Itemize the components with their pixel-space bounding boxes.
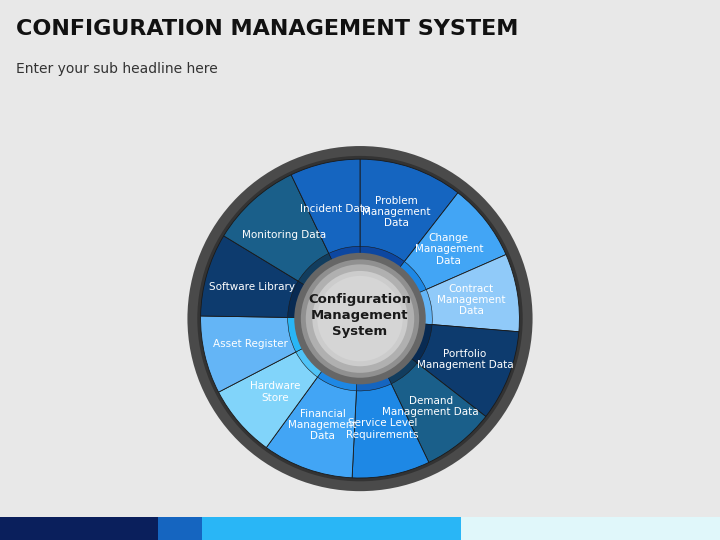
Text: Asset Register: Asset Register	[213, 340, 288, 349]
Wedge shape	[201, 316, 302, 392]
Text: Enter your sub headline here: Enter your sub headline here	[16, 62, 217, 76]
Wedge shape	[412, 324, 519, 416]
Wedge shape	[296, 345, 327, 377]
Text: CONFIGURATION MANAGEMENT SYSTEM: CONFIGURATION MANAGEMENT SYSTEM	[16, 19, 518, 39]
Circle shape	[306, 265, 414, 373]
Wedge shape	[360, 246, 405, 274]
Text: Problem
Management
Data: Problem Management Data	[362, 196, 431, 228]
Text: Software Library: Software Library	[209, 282, 295, 292]
Wedge shape	[360, 159, 458, 267]
Text: Service Level
Requirements: Service Level Requirements	[346, 418, 418, 440]
Wedge shape	[201, 236, 304, 318]
Text: Financial
Management
Data: Financial Management Data	[288, 409, 357, 441]
Wedge shape	[266, 372, 356, 478]
Wedge shape	[395, 261, 426, 296]
Text: Monitoring Data: Monitoring Data	[243, 230, 326, 240]
Wedge shape	[288, 318, 310, 352]
Wedge shape	[356, 369, 391, 391]
Bar	[158, 517, 202, 540]
Wedge shape	[219, 349, 321, 448]
Wedge shape	[318, 364, 357, 391]
Circle shape	[318, 276, 402, 361]
Text: Incident Data: Incident Data	[300, 204, 370, 214]
Wedge shape	[288, 281, 312, 318]
Wedge shape	[352, 378, 429, 478]
Circle shape	[187, 146, 533, 491]
Text: Portfolio
Management Data: Portfolio Management Data	[417, 349, 513, 370]
Bar	[461, 517, 720, 540]
Wedge shape	[404, 323, 432, 363]
Bar	[202, 517, 461, 540]
Wedge shape	[400, 193, 506, 292]
Wedge shape	[224, 175, 332, 285]
Wedge shape	[329, 246, 360, 268]
Text: Change
Management
Data: Change Management Data	[415, 233, 483, 266]
Circle shape	[197, 156, 523, 481]
Wedge shape	[298, 253, 336, 289]
Text: Demand
Management Data: Demand Management Data	[382, 396, 479, 417]
Wedge shape	[411, 289, 432, 325]
Wedge shape	[420, 254, 519, 332]
Bar	[0, 517, 158, 540]
Text: Configuration
Management
System: Configuration Management System	[309, 293, 411, 338]
Circle shape	[301, 259, 419, 378]
Text: Hardware
Store: Hardware Store	[250, 381, 300, 403]
Text: Contract
Management
Data: Contract Management Data	[437, 284, 505, 316]
Wedge shape	[291, 159, 360, 259]
Wedge shape	[388, 359, 486, 462]
Circle shape	[294, 253, 426, 384]
Wedge shape	[384, 353, 417, 384]
Circle shape	[312, 271, 408, 366]
